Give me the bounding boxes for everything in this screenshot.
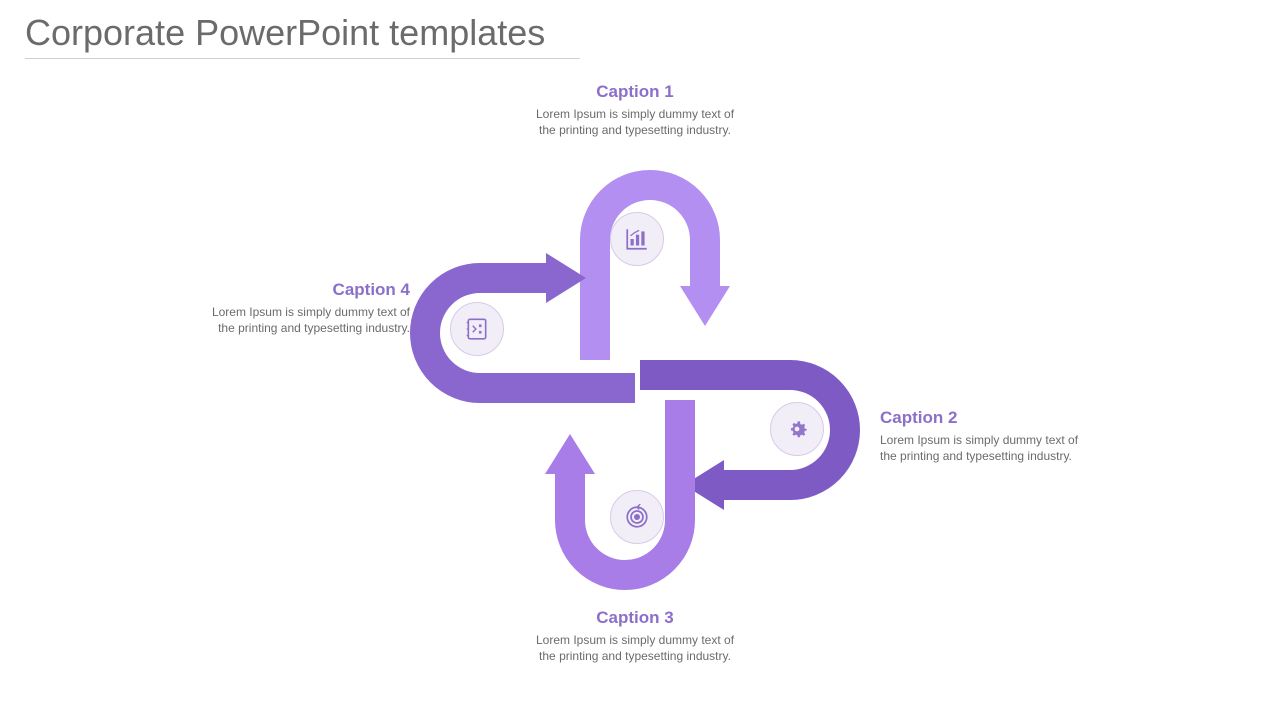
caption-body: Lorem Ipsum is simply dummy text of the … <box>535 632 735 664</box>
arrow-bottom <box>545 400 680 575</box>
strategy-icon <box>450 302 504 356</box>
caption-title: Caption 3 <box>535 608 735 628</box>
caption-block-1: Caption 1 Lorem Ipsum is simply dummy te… <box>535 82 735 138</box>
caption-block-4: Caption 4 Lorem Ipsum is simply dummy te… <box>210 280 410 336</box>
caption-body: Lorem Ipsum is simply dummy text of the … <box>535 106 735 138</box>
caption-body: Lorem Ipsum is simply dummy text of the … <box>880 432 1080 464</box>
target-icon <box>610 490 664 544</box>
gear-icon <box>770 402 824 456</box>
caption-title: Caption 1 <box>535 82 735 102</box>
caption-title: Caption 4 <box>210 280 410 300</box>
caption-body: Lorem Ipsum is simply dummy text of the … <box>210 304 410 336</box>
caption-block-2: Caption 2 Lorem Ipsum is simply dummy te… <box>880 408 1080 464</box>
arrow-top <box>595 185 730 360</box>
chart-bar-icon <box>610 212 664 266</box>
caption-title: Caption 2 <box>880 408 1080 428</box>
caption-block-3: Caption 3 Lorem Ipsum is simply dummy te… <box>535 608 735 664</box>
